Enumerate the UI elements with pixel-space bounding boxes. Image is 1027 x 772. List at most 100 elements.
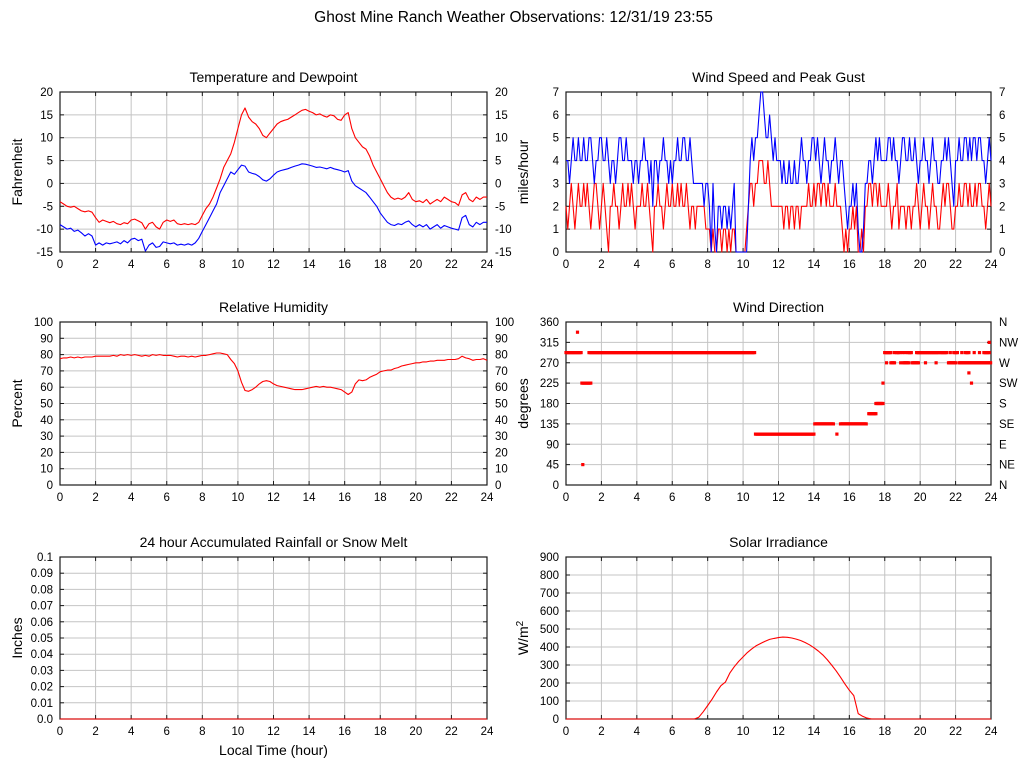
grid (60, 557, 487, 719)
right-tick-label: NE (999, 460, 1015, 472)
right-tick-label: 3 (999, 178, 1005, 190)
x-tick-label: 16 (843, 259, 856, 271)
y-tick-label: 0.03 (31, 665, 53, 677)
right-tick-label: S (999, 399, 1007, 411)
right-tick-label: 5 (495, 156, 501, 168)
x-tick-label: 4 (634, 726, 641, 738)
page-title: Ghost Mine Ranch Weather Observations: 1… (314, 9, 713, 26)
x-tick-label: 20 (409, 492, 422, 504)
y-tick-label: 90 (40, 333, 53, 345)
plot-frame (59, 321, 488, 486)
y-tick-label: 100 (540, 696, 559, 708)
x-tick-label: 12 (267, 492, 280, 504)
y-tick-label: 20 (40, 447, 53, 459)
x-tick-label: 6 (164, 259, 170, 271)
x-tick-label: 0 (57, 259, 63, 271)
rainfall-chart: 24 hour Accumulated Rainfall or Snow Mel… (9, 534, 494, 758)
y-tick-label: 15 (40, 110, 53, 122)
chart-title: Wind Direction (733, 299, 824, 315)
y-tick-label: 0.01 (31, 698, 53, 710)
x-tick-label: 14 (303, 726, 316, 738)
x-axis-label: Local Time (hour) (219, 742, 328, 758)
y-tick-label: 40 (40, 415, 53, 427)
y-axis-label: W/m2 (515, 620, 531, 655)
y-tick-label: 30 (40, 431, 53, 443)
x-tick-label: 2 (92, 259, 98, 271)
y-tick-label: 5 (553, 133, 559, 145)
right-tick-label: -5 (495, 201, 505, 213)
x-tick-label: 24 (985, 726, 998, 738)
x-tick-label: 12 (772, 259, 785, 271)
y-tick-label: 500 (540, 624, 559, 636)
y-tick-label: 100 (34, 317, 53, 329)
x-tick-label: 10 (737, 259, 750, 271)
x-tick-label: 10 (232, 492, 245, 504)
chart-title: Solar Irradiance (729, 534, 828, 550)
x-tick-label: 20 (914, 726, 927, 738)
grid (566, 322, 991, 485)
x-tick-label: 10 (737, 492, 750, 504)
y-tick-label: 2 (553, 201, 559, 213)
x-tick-label: 22 (949, 259, 962, 271)
right-tick-label: N (999, 480, 1007, 492)
y-tick-label: -5 (43, 201, 53, 213)
chart-title: 24 hour Accumulated Rainfall or Snow Mel… (140, 534, 408, 550)
y-axis-label: Inches (9, 617, 25, 658)
x-tick-label: 14 (303, 259, 316, 271)
y-tick-label: 0 (553, 714, 559, 726)
x-tick-label: 18 (878, 259, 891, 271)
right-tick-label: N (999, 317, 1007, 329)
right-tick-label: 40 (495, 415, 508, 427)
axis-labels: 24 hour Accumulated Rainfall or Snow Mel… (9, 534, 494, 758)
x-tick-label: 14 (808, 259, 821, 271)
y-tick-label: -15 (36, 247, 53, 259)
x-tick-label: 14 (303, 492, 316, 504)
y-tick-label: 60 (40, 382, 53, 394)
right-tick-label: E (999, 439, 1007, 451)
x-tick-label: 20 (914, 259, 927, 271)
x-tick-label: 6 (669, 492, 675, 504)
y-tick-label: 0 (47, 178, 53, 190)
y-tick-label: 90 (546, 439, 559, 451)
y-tick-label: 0.04 (31, 649, 54, 661)
right-tick-label: 60 (495, 382, 508, 394)
y-tick-label: 400 (540, 642, 559, 654)
right-tick-label: NW (999, 337, 1018, 349)
x-tick-label: 16 (843, 726, 856, 738)
x-tick-label: 18 (374, 259, 387, 271)
y-tick-label: 0.09 (31, 568, 53, 580)
y-tick-label: 700 (540, 588, 559, 600)
x-tick-label: 20 (409, 726, 422, 738)
x-tick-label: 14 (808, 492, 821, 504)
x-tick-label: 4 (128, 726, 135, 738)
right-tick-label: 90 (495, 333, 508, 345)
right-tick-label: 20 (495, 87, 508, 99)
y-tick-label: 5 (47, 156, 53, 168)
right-tick-label: 70 (495, 366, 508, 378)
y-tick-label: 0.08 (31, 584, 53, 596)
plot-frame (565, 321, 992, 486)
y-axis-label: Percent (9, 379, 25, 427)
grid (60, 92, 487, 252)
right-tick-label: 20 (495, 447, 508, 459)
x-tick-label: 10 (232, 259, 245, 271)
chart-title: Relative Humidity (219, 299, 328, 315)
x-tick-label: 22 (949, 492, 962, 504)
right-tick-label: -15 (495, 247, 512, 259)
y-tick-label: 0 (553, 247, 559, 259)
right-tick-label: 80 (495, 350, 508, 362)
x-tick-label: 6 (164, 726, 170, 738)
x-tick-label: 8 (199, 259, 205, 271)
y-tick-label: 225 (540, 378, 559, 390)
right-tick-label: 10 (495, 464, 508, 476)
x-tick-label: 4 (634, 492, 641, 504)
x-tick-label: 2 (92, 726, 98, 738)
y-tick-label: 900 (540, 552, 559, 564)
x-tick-label: 12 (267, 259, 280, 271)
x-tick-label: 10 (737, 726, 750, 738)
series-dewpoint (59, 163, 487, 252)
y-tick-label: 0.06 (31, 617, 53, 629)
y-tick-label: 0.0 (37, 714, 53, 726)
